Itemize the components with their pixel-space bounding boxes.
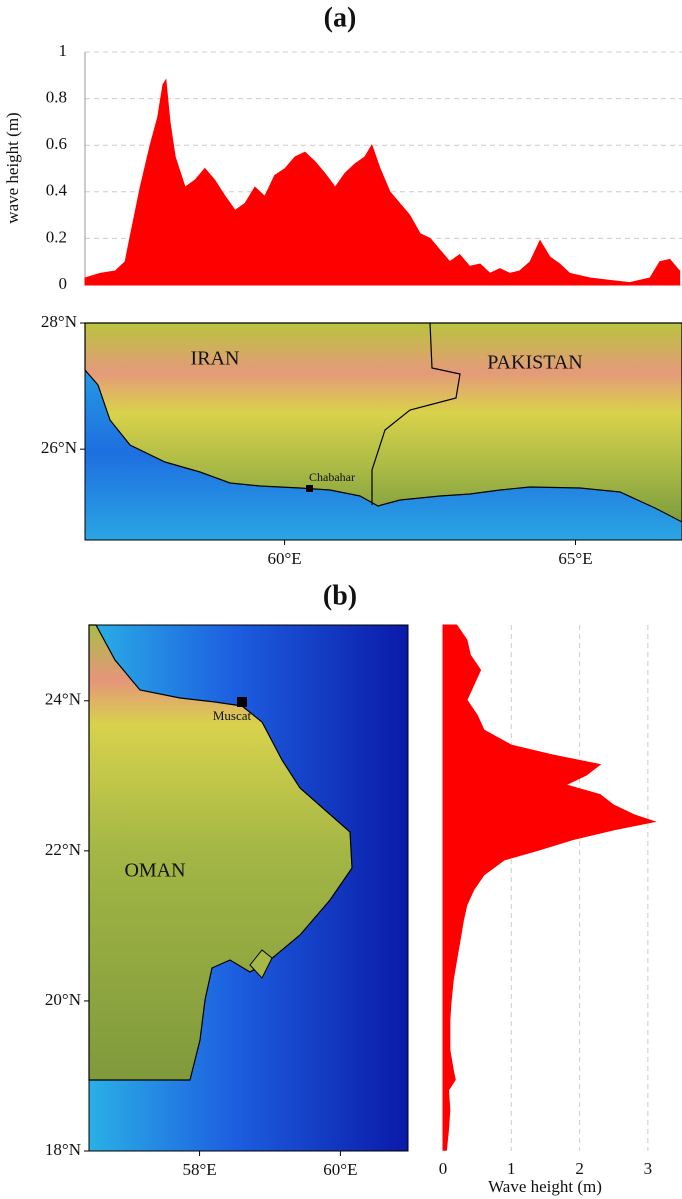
map-frame xyxy=(84,322,682,541)
y-tick-label: 28°N xyxy=(41,312,77,331)
place-label: OMAN xyxy=(124,860,185,882)
y-tick-label: 0 xyxy=(59,274,68,293)
panel-title: (b) xyxy=(323,580,357,611)
x-tick-label: 0 xyxy=(439,1159,448,1178)
wave-area xyxy=(84,78,681,286)
y-tick-label: 1 xyxy=(59,41,68,60)
x-tick-label: 65°E xyxy=(558,549,592,568)
x-axis-label: Wave height (m) xyxy=(488,1177,602,1196)
x-tick-label: 1 xyxy=(507,1159,516,1178)
panel-title: (a) xyxy=(324,2,357,33)
y-tick-label: 20°N xyxy=(45,990,81,1009)
y-tick-label: 24°N xyxy=(45,690,81,709)
y-tick-label: 0.4 xyxy=(46,181,68,200)
x-tick-label: 3 xyxy=(644,1159,653,1178)
island xyxy=(249,949,273,979)
wave-area xyxy=(442,624,657,1151)
x-tick-label: 60°E xyxy=(267,549,301,568)
y-tick-label: 22°N xyxy=(45,840,81,859)
map-frame xyxy=(88,624,409,1152)
y-tick-label: 0.6 xyxy=(46,134,67,153)
y-axis-label: wave height (m) xyxy=(3,112,22,223)
y-tick-label: 0.2 xyxy=(46,227,67,246)
land xyxy=(88,624,353,1081)
map-a xyxy=(84,322,682,541)
city-marker xyxy=(306,485,313,492)
y-tick-label: 18°N xyxy=(45,1140,81,1159)
y-tick-label: 0.8 xyxy=(46,88,67,107)
border xyxy=(371,322,461,505)
x-tick-label: 60°E xyxy=(323,1160,357,1179)
y-tick-label: 26°N xyxy=(41,438,77,457)
place-label: IRAN xyxy=(191,348,240,370)
x-tick-label: 58°E xyxy=(182,1160,216,1179)
place-label: Muscat xyxy=(213,708,252,723)
place-label: PAKISTAN xyxy=(487,352,582,374)
land xyxy=(84,322,682,523)
map-b xyxy=(88,624,409,1152)
city-marker xyxy=(237,697,247,707)
x-tick-label: 2 xyxy=(575,1159,584,1178)
place-label: Chabahar xyxy=(309,470,355,484)
